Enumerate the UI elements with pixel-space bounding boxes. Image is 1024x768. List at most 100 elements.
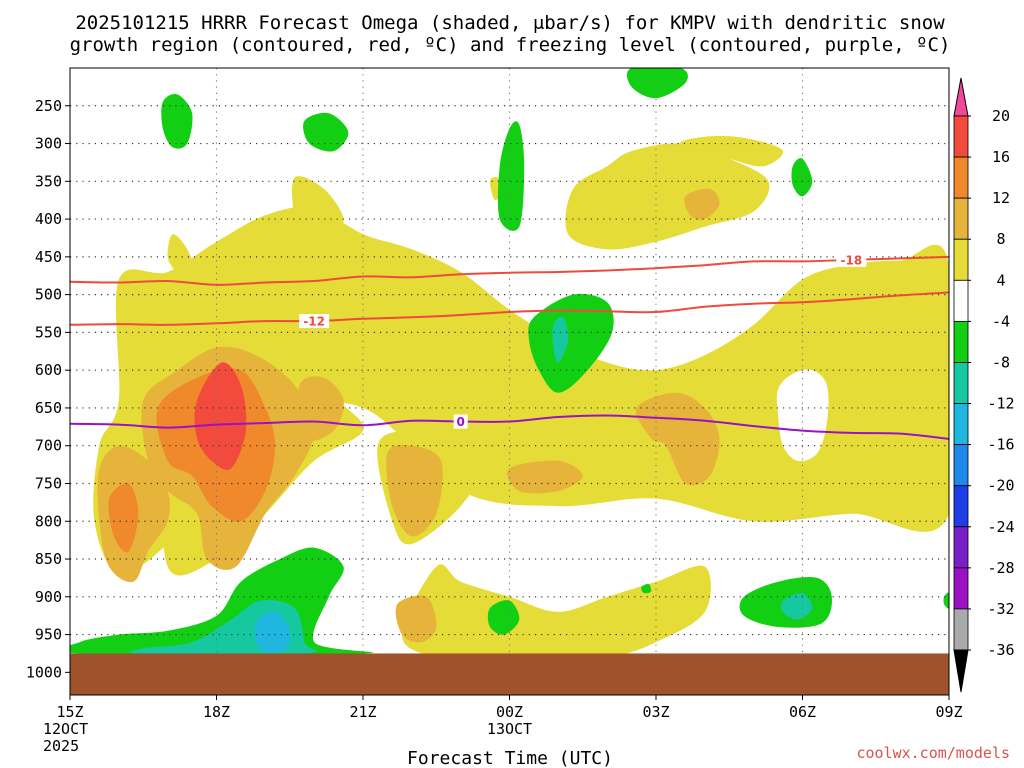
- colorbar-label--16: -16: [987, 436, 1014, 454]
- contour-dgz-minus18: [70, 255, 949, 286]
- contour-label-bg-dgz-minus18: [836, 252, 867, 267]
- colorbar-segment-11: [953, 567, 969, 610]
- contour-label-dgz-minus18: -18: [840, 253, 862, 267]
- contour-dgz-minus12: [70, 291, 949, 326]
- colorbar-bottom-triangle: [953, 649, 969, 693]
- chart-title-line1: 2025101215 HRRR Forecast Omega (shaded, …: [75, 12, 945, 34]
- colorbar-segment-7: [953, 403, 969, 446]
- colorbar-segment-10: [953, 526, 969, 569]
- x-tick-label-24-0: 00Z: [496, 703, 523, 721]
- omega-region-11: [298, 376, 344, 442]
- y-tick-label-1000: 1000: [26, 663, 62, 681]
- omega-region-32: [552, 316, 569, 363]
- x-axis-label: Forecast Time (UTC): [407, 748, 613, 768]
- colorbar-segment-9: [953, 485, 969, 528]
- colorbar-segment-6: [953, 362, 969, 404]
- omega-region-12: [386, 444, 443, 537]
- x-tick-label-15-1: 12OCT: [43, 720, 88, 738]
- colorbar-segment-8: [953, 444, 969, 487]
- colorbar-label--32: -32: [987, 600, 1014, 618]
- y-tick-label-600: 600: [35, 361, 62, 379]
- omega-region-22: [303, 112, 349, 152]
- y-tick-label-250: 250: [35, 97, 62, 115]
- colorbar-segment-0: [953, 115, 969, 158]
- x-tick-label-21-0: 21Z: [349, 703, 376, 721]
- colorbar-label--20: -20: [987, 477, 1014, 495]
- contour-label-bg-dgz-minus12: [299, 314, 330, 329]
- ground-surface: [70, 653, 949, 695]
- omega-region-28: [487, 600, 520, 635]
- colorbar-label-20: 20: [992, 107, 1010, 125]
- contour-label-dgz-minus12: -12: [303, 315, 325, 329]
- chart-title-line2: growth region (contoured, red, ºC) and f…: [70, 34, 951, 56]
- colorbar: 20 16 12 8 4 -4 -8 -12 -16 -20 -24 -28 -32 -36: [953, 77, 1015, 693]
- omega-region-0: [93, 206, 949, 575]
- omega-region-4: [292, 176, 344, 237]
- colorbar-segment-1: [953, 156, 969, 199]
- x-tick-label-24-1: 13OCT: [487, 720, 532, 738]
- colorbar-label--8: -8: [992, 353, 1010, 371]
- colorbar-segment-12: [953, 608, 969, 651]
- colorbar-top-triangle: [953, 77, 969, 117]
- colorbar-segment-3: [953, 238, 969, 281]
- omega-region-14: [507, 460, 583, 494]
- y-tick-label-700: 700: [35, 437, 62, 455]
- contour-label-bg-freezing-level: [453, 414, 468, 429]
- x-tick-label-15-2: 2025: [43, 737, 79, 755]
- colorbar-label--24: -24: [987, 518, 1014, 536]
- colorbar-label--4: -4: [992, 312, 1010, 330]
- x-tick-label-18-0: 18Z: [203, 703, 230, 721]
- y-tick-label-900: 900: [35, 588, 62, 606]
- omega-region-29: [641, 583, 652, 594]
- contour-freezing-level: [70, 414, 949, 440]
- colorbar-segment-5: [953, 320, 969, 363]
- omega-region-19: [194, 362, 247, 471]
- y-tick-label-500: 500: [35, 286, 62, 304]
- y-tick-label-300: 300: [35, 135, 62, 153]
- colorbar-label--28: -28: [987, 559, 1014, 577]
- omega-region-23: [497, 121, 525, 231]
- omega-region-33: [780, 592, 813, 620]
- y-tick-label-400: 400: [35, 210, 62, 228]
- colorbar-label--36: -36: [987, 641, 1014, 659]
- omega-fields: [70, 68, 949, 665]
- y-tick-label-650: 650: [35, 399, 62, 417]
- omega-region-25: [626, 68, 688, 99]
- plot-area: -18 -12 0: [70, 68, 949, 695]
- omega-region-24: [528, 293, 614, 393]
- ground: [70, 653, 949, 695]
- y-tick-label-950: 950: [35, 626, 62, 644]
- x-tick-label-30-0: 06Z: [789, 703, 816, 721]
- omega-region-13: [635, 392, 720, 486]
- omega-region-21: [161, 93, 193, 149]
- y-tick-label-800: 800: [35, 512, 62, 530]
- colorbar-label-8: 8: [996, 230, 1005, 248]
- colorbar-segment-2: [953, 197, 969, 240]
- y-tick-label-550: 550: [35, 323, 62, 341]
- y-tick-label-850: 850: [35, 550, 62, 568]
- colorbar-segment-4: [953, 279, 969, 322]
- contour-label-freezing-level: 0: [456, 415, 464, 429]
- x-tick-label-33-0: 09Z: [935, 703, 962, 721]
- colorbar-label-12: 12: [992, 189, 1010, 207]
- y-axis-ticks: 250 300 350 400 450 500 550 600 650 700 750 800 850 9…: [26, 97, 70, 681]
- credit-text: coolwx.com/models: [856, 744, 1010, 762]
- y-tick-label-350: 350: [35, 172, 62, 190]
- colorbar-label-4: 4: [996, 271, 1005, 289]
- y-tick-label-750: 750: [35, 474, 62, 492]
- omega-region-34: [254, 611, 291, 653]
- omega-region-6: [565, 143, 770, 250]
- omega-region-18: [108, 483, 139, 553]
- omega-region-7: [680, 135, 784, 167]
- x-tick-label-15-0: 15Z: [56, 703, 83, 721]
- omega-region-26: [791, 158, 813, 197]
- y-tick-label-450: 450: [35, 248, 62, 266]
- colorbar-label-16: 16: [992, 148, 1010, 166]
- omega-region-16: [395, 595, 437, 643]
- grid-lines: [70, 68, 949, 695]
- contours: -18 -12 0: [70, 252, 949, 440]
- omega-region-15: [684, 188, 720, 220]
- x-tick-label-27-0: 03Z: [642, 703, 669, 721]
